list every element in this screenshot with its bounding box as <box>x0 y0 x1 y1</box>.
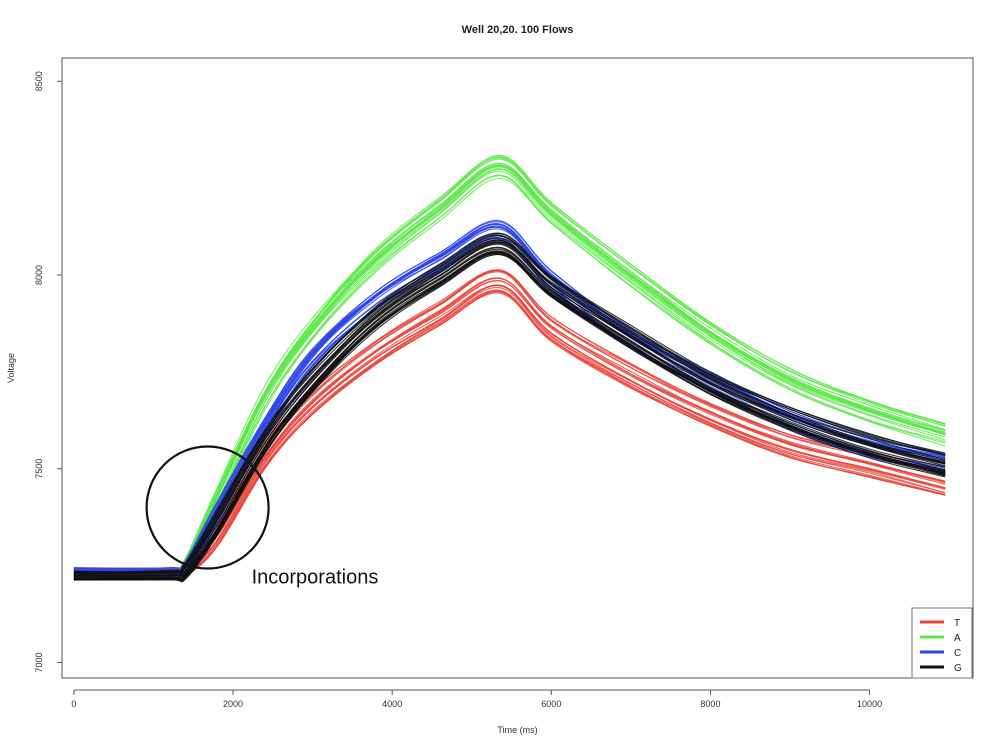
y-tick-label: 7000 <box>34 652 44 672</box>
legend-label-A: A <box>954 633 961 644</box>
legend-label-T: T <box>954 618 960 629</box>
series-line-A <box>73 156 946 574</box>
x-tick-label: 6000 <box>541 699 561 709</box>
annotation-circle <box>145 445 270 570</box>
series-line-T <box>73 289 946 579</box>
series-line-G <box>73 234 946 573</box>
x-axis-label: Time (ms) <box>497 725 537 735</box>
x-tick-label: 10000 <box>857 699 882 709</box>
x-tick-label: 2000 <box>223 699 243 709</box>
plot-frame <box>61 57 974 679</box>
x-tick-label: 4000 <box>382 699 402 709</box>
series-line-G <box>73 250 946 581</box>
annotation-label: Incorporations <box>252 567 379 589</box>
series-line-A <box>73 164 946 576</box>
y-tick-label: 8500 <box>34 71 44 91</box>
series-line-A <box>73 158 946 574</box>
legend-label-C: C <box>954 648 961 659</box>
series-line-A <box>73 157 946 574</box>
y-tick-label: 8000 <box>34 265 44 285</box>
series-layer <box>73 154 946 583</box>
annotation-layer: Incorporations <box>145 445 379 589</box>
series-line-G <box>73 232 946 573</box>
series-line-G <box>73 239 946 574</box>
chart-title: Well 20,20. 100 Flows <box>462 24 574 36</box>
series-line-G <box>73 251 946 583</box>
legend-label-G: G <box>954 663 962 674</box>
x-axis: 0 2000 4000 6000 8000 10000 <box>71 689 882 709</box>
x-tick-label: 0 <box>71 699 76 709</box>
series-line-C <box>73 220 946 570</box>
series-line-A <box>73 155 946 573</box>
series-A <box>73 154 946 581</box>
series-line-G <box>73 242 946 578</box>
x-tick-label: 8000 <box>700 699 720 709</box>
series-line-G <box>73 241 946 578</box>
y-axis-label: Voltage <box>6 353 16 383</box>
y-tick-label: 7500 <box>34 459 44 479</box>
series-line-A <box>73 154 946 572</box>
series-G <box>73 232 946 583</box>
y-axis: 7000 7500 8000 8500 <box>34 71 62 673</box>
